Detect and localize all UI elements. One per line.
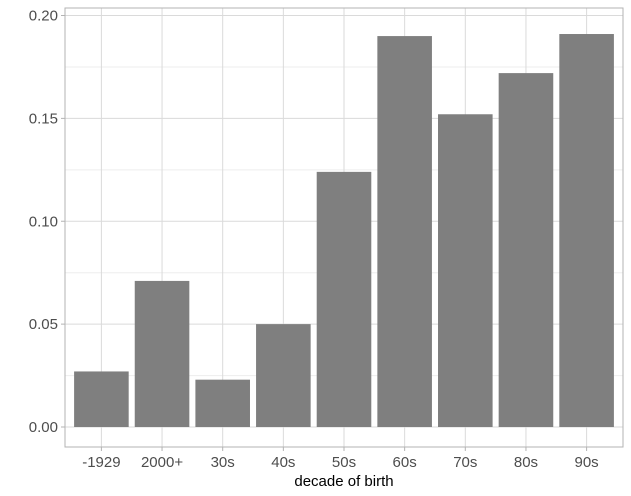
x-tick-label: 2000+: [141, 454, 183, 471]
bar-80s: [498, 73, 554, 428]
bars: [74, 34, 614, 428]
x-tick-label: 40s: [271, 454, 295, 471]
y-axis: 0.00 0.05 0.10 0.15 0.20: [29, 8, 65, 436]
y-tick-label: 0.10: [29, 213, 58, 230]
y-tick-label: 0.00: [29, 419, 58, 436]
x-tick-label: -1929: [82, 454, 120, 471]
bar-2000+: [134, 280, 190, 427]
y-tick-label: 0.05: [29, 316, 58, 333]
bar-30s: [195, 379, 250, 427]
bar-70s: [438, 114, 493, 427]
y-tick-label: 0.15: [29, 110, 58, 127]
x-tick-label: 70s: [453, 454, 477, 471]
bar--1929: [74, 371, 129, 427]
x-tick-label: 60s: [393, 454, 417, 471]
x-tick-label: 30s: [211, 454, 235, 471]
bar-50s: [316, 171, 372, 427]
y-tick-label: 0.20: [29, 8, 58, 25]
x-tick-label: 90s: [575, 454, 599, 471]
bar-40s: [256, 324, 311, 427]
bar-90s: [559, 34, 614, 427]
x-tick-label: 80s: [514, 454, 538, 471]
x-axis: -1929 2000+ 30s 40s 50s 60s 70s 80s 90s: [82, 447, 599, 471]
bar-60s: [377, 36, 432, 427]
x-tick-label: 50s: [332, 454, 356, 471]
x-axis-title: decade of birth: [294, 473, 393, 490]
